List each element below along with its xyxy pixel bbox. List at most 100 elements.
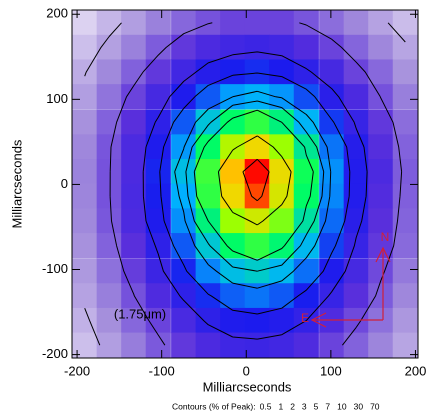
pixel <box>72 35 97 60</box>
pixel <box>393 35 418 60</box>
pixel <box>121 159 146 184</box>
pixel <box>344 208 369 233</box>
pixel <box>294 110 319 135</box>
pixel <box>196 283 221 308</box>
pixel <box>97 184 122 209</box>
pixel <box>97 134 122 159</box>
pixel <box>294 333 319 358</box>
pixel <box>393 259 418 284</box>
x-tick-label: -200 <box>64 363 90 378</box>
pixel <box>72 283 97 308</box>
pixel <box>171 333 196 358</box>
chart: (1.75μm) NE Milliarcseconds Milliarcseco… <box>0 0 428 416</box>
pixel <box>72 233 97 258</box>
pixel <box>368 333 393 358</box>
pixel <box>393 59 418 84</box>
pixel <box>121 110 146 135</box>
pixel <box>245 59 270 84</box>
contour-level: 7 <box>325 401 330 411</box>
pixel <box>146 159 171 184</box>
pixel <box>146 184 171 209</box>
pixel <box>368 184 393 209</box>
contour-level: 5 <box>314 401 319 411</box>
pixel <box>72 84 97 109</box>
pixel <box>344 283 369 308</box>
pixel <box>72 208 97 233</box>
pixel <box>171 233 196 258</box>
pixel <box>269 259 294 284</box>
pixel <box>319 208 344 233</box>
east-label: E <box>301 311 309 325</box>
pixel <box>72 159 97 184</box>
pixel <box>344 10 369 35</box>
pixel <box>196 134 221 159</box>
pixel <box>368 10 393 35</box>
pixel <box>196 184 221 209</box>
pixel <box>196 110 221 135</box>
pixel <box>171 184 196 209</box>
contour-level: 2 <box>290 401 295 411</box>
pixel <box>319 35 344 60</box>
pixel <box>393 233 418 258</box>
pixel <box>245 333 270 358</box>
contour-level: 10 <box>337 401 347 411</box>
pixel <box>294 208 319 233</box>
pixel <box>121 184 146 209</box>
y-tick-label: 0 <box>61 176 68 191</box>
pixel <box>196 10 221 35</box>
pixel <box>368 159 393 184</box>
north-label: N <box>381 230 390 244</box>
y-tick-label: 100 <box>46 91 68 106</box>
pixel <box>294 59 319 84</box>
pixel <box>72 134 97 159</box>
pixel <box>121 333 146 358</box>
pixel <box>146 84 171 109</box>
pixel <box>196 159 221 184</box>
pixel <box>344 84 369 109</box>
pixel <box>146 110 171 135</box>
pixel <box>72 333 97 358</box>
pixel <box>97 84 122 109</box>
pixel <box>97 259 122 284</box>
pixel <box>146 35 171 60</box>
pixel <box>97 233 122 258</box>
pixel <box>121 10 146 35</box>
pixel <box>393 333 418 358</box>
pixel <box>344 35 369 60</box>
pixel <box>344 259 369 284</box>
pixel <box>319 10 344 35</box>
x-tick-label: 0 <box>243 363 250 378</box>
pixel <box>146 59 171 84</box>
pixel <box>294 35 319 60</box>
pixel <box>368 110 393 135</box>
pixel <box>97 59 122 84</box>
pixel <box>319 134 344 159</box>
pixel <box>220 35 245 60</box>
pixel <box>171 283 196 308</box>
y-tick-label: -200 <box>42 346 68 361</box>
x-tick-label: 100 <box>320 363 342 378</box>
x-tick-label: -100 <box>149 363 175 378</box>
pixel <box>121 84 146 109</box>
contour-level: 30 <box>354 401 364 411</box>
pixel <box>245 84 270 109</box>
pixel <box>220 134 245 159</box>
pixel <box>97 333 122 358</box>
pixel <box>393 184 418 209</box>
pixel <box>245 10 270 35</box>
pixel <box>245 208 270 233</box>
pixel <box>220 59 245 84</box>
pixel <box>393 110 418 135</box>
pixel <box>171 259 196 284</box>
pixel <box>393 159 418 184</box>
pixel <box>368 134 393 159</box>
pixel <box>220 259 245 284</box>
pixel <box>72 59 97 84</box>
pixel <box>319 110 344 135</box>
pixel <box>171 110 196 135</box>
pixel <box>121 134 146 159</box>
pixel <box>294 159 319 184</box>
y-tick-label: -100 <box>42 261 68 276</box>
pixel <box>344 110 369 135</box>
